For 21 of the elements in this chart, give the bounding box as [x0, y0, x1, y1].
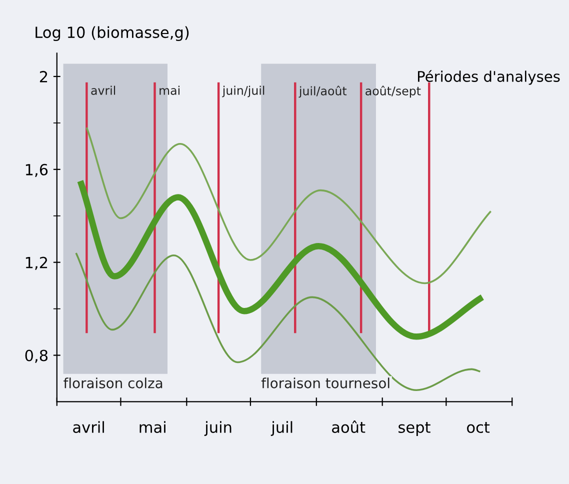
x-tick-label: août — [332, 420, 366, 433]
x-tick-label: juin — [204, 421, 232, 436]
x-tick-label: avril — [73, 421, 104, 433]
y-tick-label: 0,8 — [25, 350, 48, 363]
band-label: floraison colza — [64, 378, 162, 388]
band-label: floraison tournesol — [261, 378, 390, 388]
x-tick-label: oct — [467, 422, 490, 433]
ref-line-label: juin/juil — [222, 86, 264, 98]
ref-line-label: août/sept — [366, 86, 421, 98]
y-tick-label: 1,2 — [26, 256, 48, 270]
y-tick-label: 1,6 — [26, 164, 48, 177]
x-tick-label: mai — [140, 421, 166, 433]
x-tick-label: juil — [270, 421, 292, 436]
ref-line-label: avril — [91, 86, 116, 95]
y-axis-title: Log 10 (biomasse,g) — [36, 26, 189, 42]
ref-line-label: juil/août — [298, 86, 347, 98]
x-tick-label: sept — [398, 422, 430, 436]
line-series — [86, 126, 492, 284]
ref-line-label: mai — [160, 86, 180, 95]
y-tick-label: 2 — [40, 70, 48, 82]
annotation: Périodes d'analyses — [418, 70, 560, 85]
